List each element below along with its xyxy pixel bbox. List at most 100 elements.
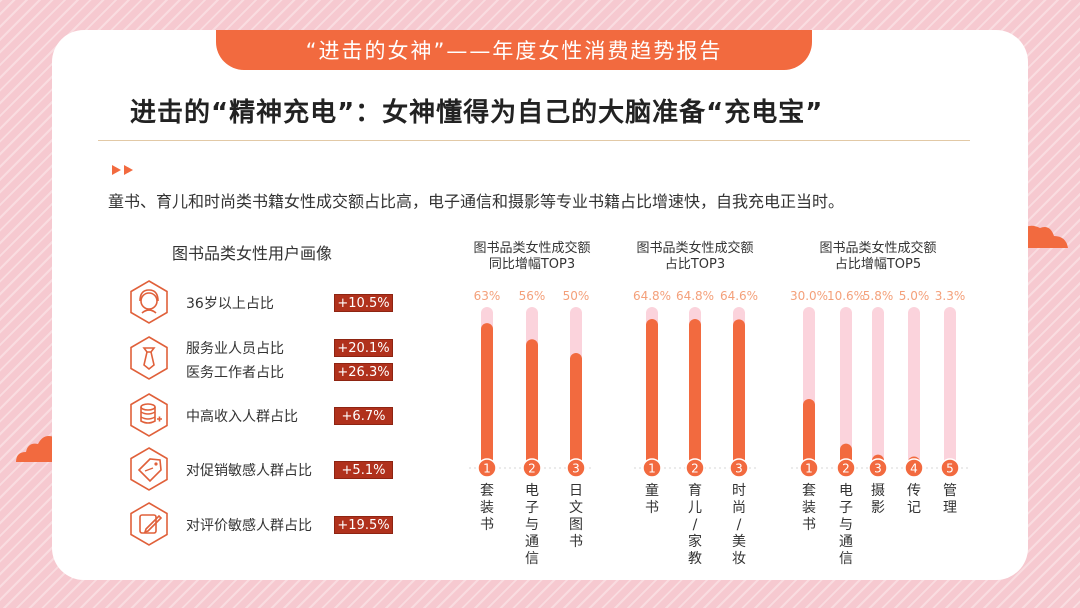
category-label: 装 [802, 500, 816, 516]
heading-divider [98, 140, 970, 141]
rank-circle [904, 458, 924, 478]
data-label: 64.8% [676, 289, 714, 303]
double-arrow-bullet-icon [112, 165, 133, 175]
category-label: 摄 [871, 483, 885, 499]
bar-track [944, 307, 956, 468]
bar [570, 353, 582, 468]
category-label: 套 [480, 483, 494, 499]
profile-label: 服务业人员占比 [186, 341, 284, 357]
profile-value-badge: +5.1% [334, 461, 393, 479]
report-banner-title: “进击的女神”——年度女性消费趋势报告 [216, 30, 812, 70]
category-label: 管 [943, 483, 957, 499]
category-label: 时 [732, 483, 746, 499]
profile-label: 对促销敏感人群占比 [186, 463, 312, 479]
category-label: 儿 [688, 500, 702, 516]
report-card [52, 30, 1028, 580]
necktie-icon [126, 335, 172, 381]
profile-value-badge: +10.5% [334, 294, 393, 312]
category-label: 传 [907, 483, 921, 499]
profile-label: 中高收入人群占比 [186, 409, 298, 425]
bar-track [872, 307, 884, 468]
category-label: 书 [645, 500, 659, 516]
chart-title: 图书品类女性成交额 同比增幅TOP3 [473, 241, 591, 272]
rank-circle [522, 458, 542, 478]
rank-circle [642, 458, 662, 478]
category-label: 理 [943, 500, 957, 516]
category-label: 子 [525, 500, 539, 516]
bar [803, 399, 815, 468]
profile-value-badge: +6.7% [334, 407, 393, 425]
rank-number: 3 [874, 462, 882, 476]
bar [526, 339, 538, 468]
category-label: 文 [569, 500, 583, 516]
data-label: 5.0% [899, 289, 930, 303]
category-label: / [737, 517, 742, 533]
profile-label: 医务工作者占比 [186, 365, 284, 381]
profile-section-title: 图书品类女性用户画像 [172, 244, 333, 263]
category-label: 育 [688, 483, 702, 499]
category-label: 家 [688, 533, 702, 550]
chart-title: 图书品类女性成交额 占比增幅TOP5 [819, 241, 937, 272]
bar-track [908, 307, 920, 468]
category-label: 记 [907, 500, 921, 516]
rank-number: 4 [910, 462, 918, 476]
data-label: 30.0% [790, 289, 828, 303]
category-label: 信 [525, 551, 539, 567]
data-label: 5.8% [863, 289, 894, 303]
data-label: 50% [563, 289, 590, 303]
rank-number: 2 [691, 462, 699, 476]
rank-circle [566, 458, 586, 478]
category-label: 子 [839, 500, 853, 516]
category-label: 与 [839, 517, 853, 533]
category-label: 书 [802, 517, 816, 533]
category-label: 电 [525, 483, 539, 499]
category-label: 美 [732, 534, 746, 550]
rank-number: 1 [805, 462, 813, 476]
rank-number: 1 [483, 462, 491, 476]
rank-circle [477, 458, 497, 478]
category-label: 尚 [732, 500, 746, 516]
category-label: / [693, 517, 698, 533]
category-label: 童 [645, 482, 659, 499]
category-label: 通 [839, 534, 853, 550]
data-label: 63% [474, 289, 501, 303]
rank-circle [799, 458, 819, 478]
chart-title: 图书品类女性成交额 占比TOP3 [636, 241, 754, 272]
bar [481, 323, 493, 468]
category-label: 信 [839, 551, 853, 567]
profile-value-badge: +20.1% [334, 339, 393, 357]
profile-label: 36岁以上占比 [186, 296, 274, 312]
rank-number: 3 [572, 462, 580, 476]
category-label: 电 [839, 483, 853, 499]
category-label: 日 [569, 483, 583, 499]
data-label: 64.8% [633, 289, 671, 303]
data-label: 10.6% [827, 289, 865, 303]
bar-track [840, 307, 852, 468]
category-label: 影 [871, 500, 885, 516]
rank-circle [940, 458, 960, 478]
rank-number: 1 [648, 462, 656, 476]
bar [733, 319, 745, 468]
category-label: 书 [480, 517, 494, 533]
category-label: 妆 [732, 551, 746, 567]
rank-circle [685, 458, 705, 478]
category-label: 书 [569, 534, 583, 550]
summary-text: 童书、育儿和时尚类书籍女性成交额占比高，电子通信和摄影等专业书籍占比增速快，自我… [108, 192, 845, 211]
data-label: 56% [519, 289, 546, 303]
data-label: 64.6% [720, 289, 758, 303]
category-label: 通 [525, 534, 539, 550]
category-label: 与 [525, 517, 539, 533]
sale-tag-icon [126, 446, 172, 492]
bar [646, 318, 658, 468]
rank-number: 2 [528, 462, 536, 476]
category-label: 教 [688, 551, 702, 567]
rank-number: 5 [946, 462, 954, 476]
woman-face-icon [126, 279, 172, 325]
page-heading: 进击的“精神充电”：女神懂得为自己的大脑准备“充电宝” [130, 98, 824, 128]
bar [689, 318, 701, 468]
profile-value-badge: +19.5% [334, 516, 393, 534]
rank-circle [836, 458, 856, 478]
profile-label: 对评价敏感人群占比 [186, 518, 312, 534]
coin-stack-icon [126, 392, 172, 438]
